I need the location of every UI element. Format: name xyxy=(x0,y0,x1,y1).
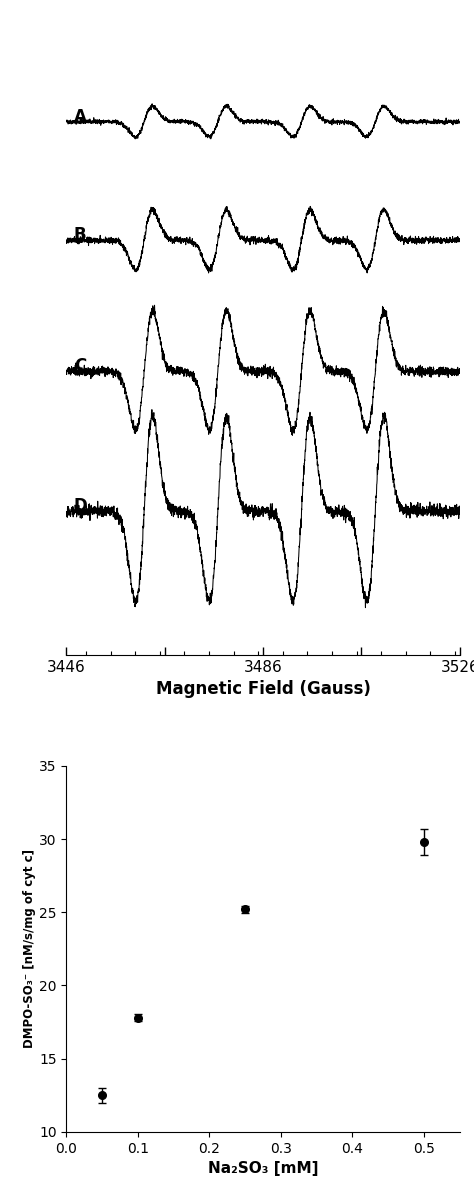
Text: A: A xyxy=(74,107,87,126)
Text: C: C xyxy=(74,357,86,375)
Y-axis label: DMPO-SO₃⁻ [nM/s/mg of cyt c]: DMPO-SO₃⁻ [nM/s/mg of cyt c] xyxy=(23,849,36,1048)
X-axis label: Na₂SO₃ [mM]: Na₂SO₃ [mM] xyxy=(208,1161,319,1177)
Text: B: B xyxy=(74,226,86,244)
Text: D: D xyxy=(74,498,88,515)
X-axis label: Magnetic Field (Gauss): Magnetic Field (Gauss) xyxy=(155,680,371,698)
